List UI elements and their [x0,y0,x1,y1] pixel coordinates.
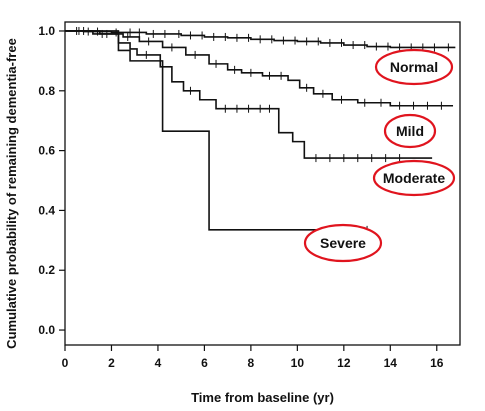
callout-ellipse [383,113,437,149]
callout-ellipse [372,159,456,197]
plot-border [64,21,461,346]
x-axis-title: Time from baseline (yr) [191,390,334,405]
x-tick-label: 4 [155,356,162,370]
callout-mild: Mild [383,113,437,149]
x-tick-label: 2 [108,356,115,370]
x-tick-label: 8 [248,356,255,370]
y-axis: 0.0 0.2 0.4 0.6 0.8 1.0 [38,24,65,337]
series-normal [65,26,456,52]
x-tick-label: 16 [430,356,444,370]
x-tick-label: 10 [291,356,305,370]
y-axis-title: Cumulative probability of remaining deme… [4,38,19,349]
callout-ellipse [374,48,454,86]
series-mild [65,26,454,110]
series-line-normal [65,30,456,49]
callout-label: Normal [390,59,438,75]
y-tick-label: 0.0 [38,323,55,337]
y-tick-label: 1.0 [38,24,55,38]
series-line-mild [65,30,454,107]
x-tick-label: 6 [201,356,208,370]
y-tick-label: 0.8 [38,84,55,98]
x-axis: 0 2 4 6 8 10 12 14 16 [62,345,444,370]
series-line-moderate [65,30,433,159]
callout-label: Severe [320,235,366,251]
series-layer [65,26,456,234]
callout-severe: Severe [303,223,383,263]
series-line-severe [65,30,368,231]
callout-label: Moderate [383,170,445,186]
callout-ellipse [303,223,383,263]
series-callouts: Normal Mild Moderate Severe [303,48,456,263]
x-tick-label: 14 [384,356,398,370]
callout-normal: Normal [374,48,454,86]
y-tick-label: 0.2 [38,263,55,277]
y-tick-label: 0.4 [38,203,55,217]
y-tick-label: 0.6 [38,144,55,158]
x-tick-label: 12 [337,356,351,370]
callout-moderate: Moderate [372,159,456,197]
callout-label: Mild [396,123,424,139]
plot-frame [64,21,461,346]
x-tick-label: 0 [62,356,69,370]
